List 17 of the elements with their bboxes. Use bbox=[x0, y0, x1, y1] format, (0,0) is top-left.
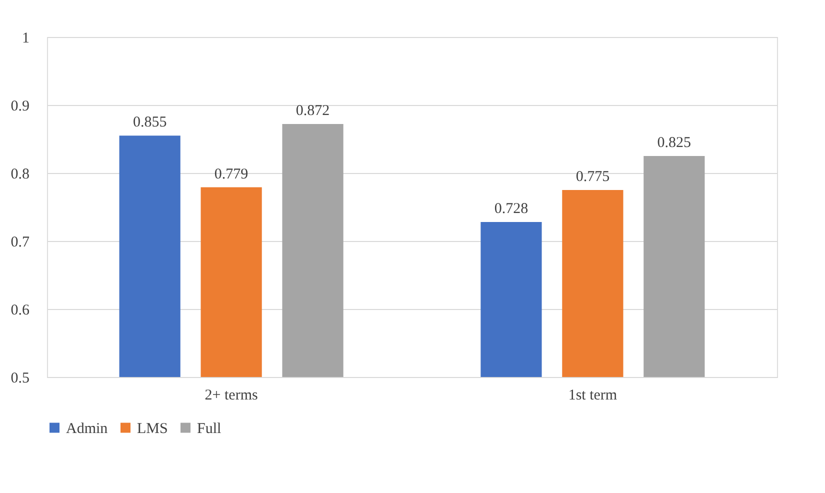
data-label: 0.779 bbox=[214, 166, 248, 182]
y-tick-label: 0.7 bbox=[10, 234, 30, 250]
legend-label: Admin bbox=[66, 420, 108, 437]
data-label: 0.728 bbox=[494, 200, 528, 217]
legend-label: Full bbox=[197, 420, 222, 437]
x-tick-label: 2+ terms bbox=[204, 388, 258, 404]
y-tick-label: 0.6 bbox=[10, 302, 30, 318]
x-tick-label: 1st term bbox=[568, 388, 618, 404]
data-label: 0.825 bbox=[657, 135, 692, 151]
legend-label: LMS bbox=[137, 420, 168, 437]
data-label: 0.855 bbox=[132, 114, 167, 131]
y-tick-label: 1 bbox=[22, 30, 30, 46]
data-label: 0.872 bbox=[296, 103, 330, 120]
y-tick-label: 0.9 bbox=[10, 98, 30, 114]
y-tick-label: 0.8 bbox=[10, 166, 30, 182]
y-tick-label: 0.5 bbox=[10, 370, 30, 386]
data-label: 0.775 bbox=[576, 169, 610, 185]
